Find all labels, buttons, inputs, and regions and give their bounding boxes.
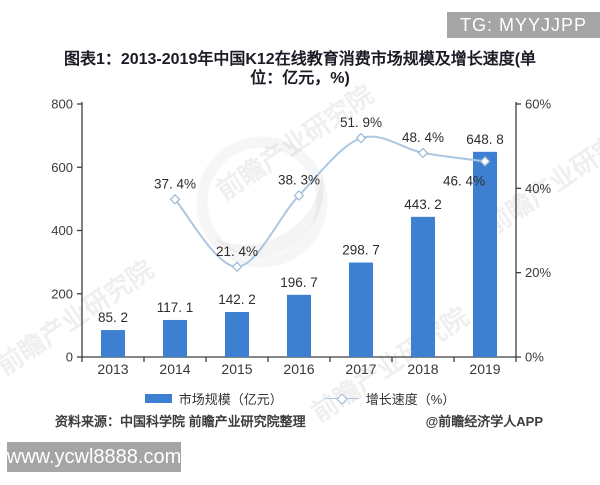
legend-item-market-size: 市场规模（亿元） [144,389,283,408]
x-axis-category-label: 2019 [469,361,500,377]
legend-label-market-size: 市场规模（亿元） [178,392,283,407]
left-axis-tick-label: 0 [66,350,73,365]
credit-note: @前瞻经济学人APP [425,414,543,429]
left-axis-tick-label: 200 [51,286,73,301]
bar-2016 [287,294,311,357]
bar-2013 [101,330,125,357]
bar-value-label: 117. 1 [157,300,194,315]
bar-value-label: 298. 7 [342,243,380,258]
telegram-watermark-badge: TG: MYYJJPP [447,12,600,38]
bar-value-label: 196. 7 [280,275,318,290]
left-axis-tick-label: 600 [51,160,73,175]
qianzhan-globe-logo-icon [196,136,328,268]
bar-2019 [473,151,497,357]
line-marker-2018 [417,147,429,159]
right-axis-tick-label: 60% [525,97,551,112]
growth-rate-label: 46. 4% [443,173,485,188]
growth-rate-label: 38. 3% [278,173,320,188]
bar-value-label: 648. 8 [466,132,504,147]
bar-value-label: 443. 2 [404,197,442,212]
legend-item-growth-rate: 增长速度（%） [324,389,456,408]
line-swatch-icon [324,392,359,405]
x-axis-category-label: 2013 [97,361,128,377]
chart-legend: 市场规模（亿元） 增长速度（%） [0,389,600,408]
watermark-text: 前瞻产业研究院 [0,254,159,381]
line-marker-2015 [231,261,243,273]
bar-value-label: 85. 2 [98,310,128,325]
source-note: 资料来源：中国科学院 前瞻产业研究院整理 [55,414,306,429]
website-watermark-badge: www.ycwl8888.com [7,442,181,472]
chart-footer: 资料来源：中国科学院 前瞻产业研究院整理 @前瞻经济学人APP [55,411,543,430]
right-axis-tick-label: 40% [525,181,551,196]
line-marker-2017 [355,132,367,144]
x-axis-category-label: 2016 [283,361,314,377]
growth-rate-label: 21. 4% [216,244,258,259]
right-axis-tick-label: 0% [525,350,544,365]
bar-2014 [163,319,187,357]
bar-value-label: 142. 2 [218,292,256,307]
bar-2015 [225,312,249,357]
x-axis-category-label: 2017 [345,361,376,377]
qianzhan-logo-swoosh-icon [214,170,324,257]
left-axis-tick-label: 800 [51,97,73,112]
left-axis-tick-label: 400 [51,223,73,238]
legend-label-growth-rate: 增长速度（%） [365,392,456,407]
chart-title-line1: 图表1：2013-2019年中国K12在线教育消费市场规模及增长速度(单 [63,51,537,68]
x-axis-category-label: 2018 [407,361,438,377]
bar-2017 [349,262,373,357]
bar-2018 [411,216,435,357]
diamond-marker-icon [336,392,348,405]
line-marker-2019 [479,155,491,167]
bar-swatch-icon [144,394,172,403]
x-axis-category-label: 2014 [159,361,190,377]
chart-title-line2: 位：亿元，%) [250,69,350,87]
x-axis-category-label: 2015 [221,361,252,377]
chart-title: 图表1：2013-2019年中国K12在线教育消费市场规模及增长速度(单 位：亿… [20,51,580,88]
growth-rate-label: 51. 9% [340,115,382,130]
line-marker-2016 [293,190,305,201]
growth-rate-label: 48. 4% [402,130,444,145]
watermark-text: 前瞻产业研究院 [306,301,474,428]
growth-rate-label: 37. 4% [154,176,196,191]
right-axis-tick-label: 20% [525,265,551,280]
line-marker-2014 [169,193,181,205]
